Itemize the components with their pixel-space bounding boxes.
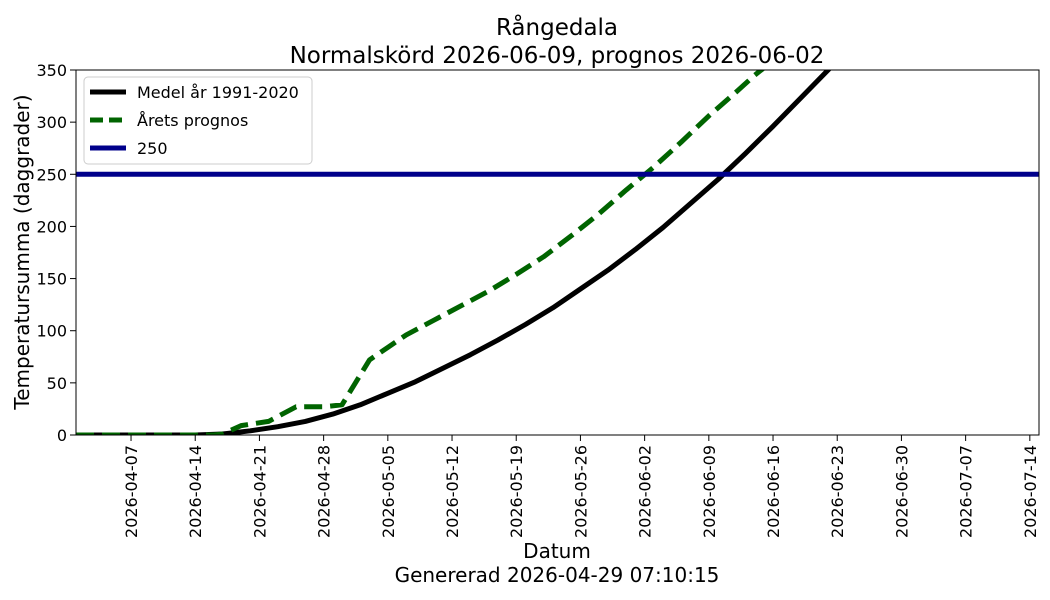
x-tick-label: 2026-06-09	[700, 445, 719, 538]
chart-title: Rångedala	[496, 13, 618, 41]
chart-subtitle: Normalskörd 2026-06-09, prognos 2026-06-…	[290, 43, 825, 69]
axes: 0 50 100 150 200 250 300 350 2026-04-07 2026-04-1…	[36, 61, 1039, 538]
y-axis-label: Temperatursumma (daggrader)	[10, 94, 34, 410]
y-tick-label: 300	[36, 113, 67, 132]
legend-box	[83, 76, 313, 165]
x-tick-label: 2026-04-28	[315, 445, 334, 538]
legend: Medel år 1991-2020 Årets prognos 250	[83, 76, 313, 165]
y-tick-label: 50	[47, 374, 67, 393]
series-line-1	[76, 70, 832, 435]
legend-label-1: Medel år 1991-2020	[137, 83, 299, 102]
x-axis-label: Datum	[523, 539, 591, 563]
x-tick-label: 2026-05-19	[507, 445, 526, 538]
x-tick-label: 2026-05-12	[443, 445, 462, 538]
x-tick-label: 2026-05-26	[571, 445, 590, 538]
x-tick-label: 2026-07-07	[957, 445, 976, 538]
plot-frame	[75, 69, 1040, 436]
x-tick-label: 2026-06-16	[764, 445, 783, 538]
y-tick-label: 150	[36, 270, 67, 289]
x-tick-label: 2026-04-07	[122, 445, 141, 538]
x-tick-label: 2026-05-05	[379, 445, 398, 538]
legend-label-3: 250	[137, 139, 168, 158]
y-tick-label: 200	[36, 217, 67, 236]
x-tick-label: 2026-06-02	[636, 445, 655, 538]
x-tick-label: 2026-04-21	[250, 445, 269, 538]
footer-generated: Genererad 2026-04-29 07:10:15	[395, 563, 720, 587]
y-tick-label: 0	[57, 426, 67, 445]
x-tick-label: 2026-06-23	[828, 445, 847, 538]
x-tick-label: 2026-04-14	[186, 445, 205, 538]
y-tick-label: 250	[36, 165, 67, 184]
x-tick-label: 2026-06-30	[892, 445, 911, 538]
y-tick-label: 100	[36, 322, 67, 341]
legend-label-2: Årets prognos	[137, 111, 248, 130]
series-line-2	[76, 70, 766, 435]
plot-area	[76, 70, 1039, 435]
y-tick-label: 350	[36, 61, 67, 80]
x-tick-label: 2026-07-14	[1021, 445, 1040, 538]
